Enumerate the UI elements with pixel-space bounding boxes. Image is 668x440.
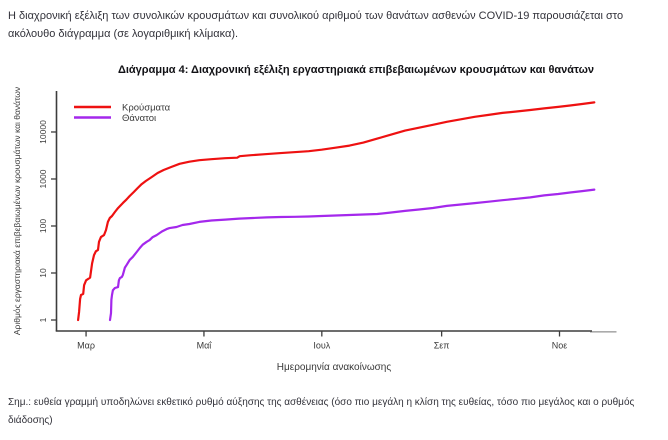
intro-line-1: Η διαχρονική εξέλιξη των συνολικών κρουσ…	[8, 10, 624, 22]
intro-line-2: ακόλουθο διάγραμμα (σε λογαριθμική κλίμα…	[8, 28, 239, 40]
intro-paragraph: Η διαχρονική εξέλιξη των συνολικών κρουσ…	[8, 7, 662, 43]
legend-label-deaths: Θάνατοι	[122, 113, 156, 124]
chart-title: Διάγραμμα 4: Διαχρονική εξέλιξη εργαστηρ…	[117, 64, 595, 76]
covid-cases-deaths-chart: Μαρ Μαΐ Ιουλ Σεπ Νοε 1 10 100 1000 10000 Ημερομηνί…	[12, 87, 617, 373]
y-tick-label: 100	[38, 219, 48, 233]
y-tick-label: 10000	[38, 120, 48, 144]
x-tick-label: Μαΐ	[197, 341, 213, 351]
footnote: Σημ.: ευθεία γραμμή υποδηλώνει εκθετικό …	[8, 394, 662, 430]
x-axis-title: Ημερομηνία ανακοίνωσης	[277, 361, 392, 373]
x-tick-label: Μαρ	[77, 341, 95, 351]
footnote-line-1: Σημ.: ευθεία γραμμή υποδηλώνει εκθετικό …	[8, 397, 635, 408]
x-tick-label: Νοε	[552, 341, 568, 351]
y-tick-label: 10	[38, 268, 48, 278]
y-tick-label: 1000	[38, 169, 48, 188]
x-tick-label: Σεπ	[434, 341, 450, 351]
footnote-line-2: διάδοσης)	[8, 415, 53, 426]
y-tick-label: 1	[38, 317, 48, 322]
legend-label-cases: Κρούσματα	[122, 103, 171, 114]
cases-line	[76, 101, 596, 322]
x-tick-label: Ιουλ	[313, 341, 330, 351]
deaths-line	[108, 188, 596, 322]
y-axis-title: Αριθμός εργαστηριακά επιβεβαιωμένων κρου…	[12, 87, 22, 335]
